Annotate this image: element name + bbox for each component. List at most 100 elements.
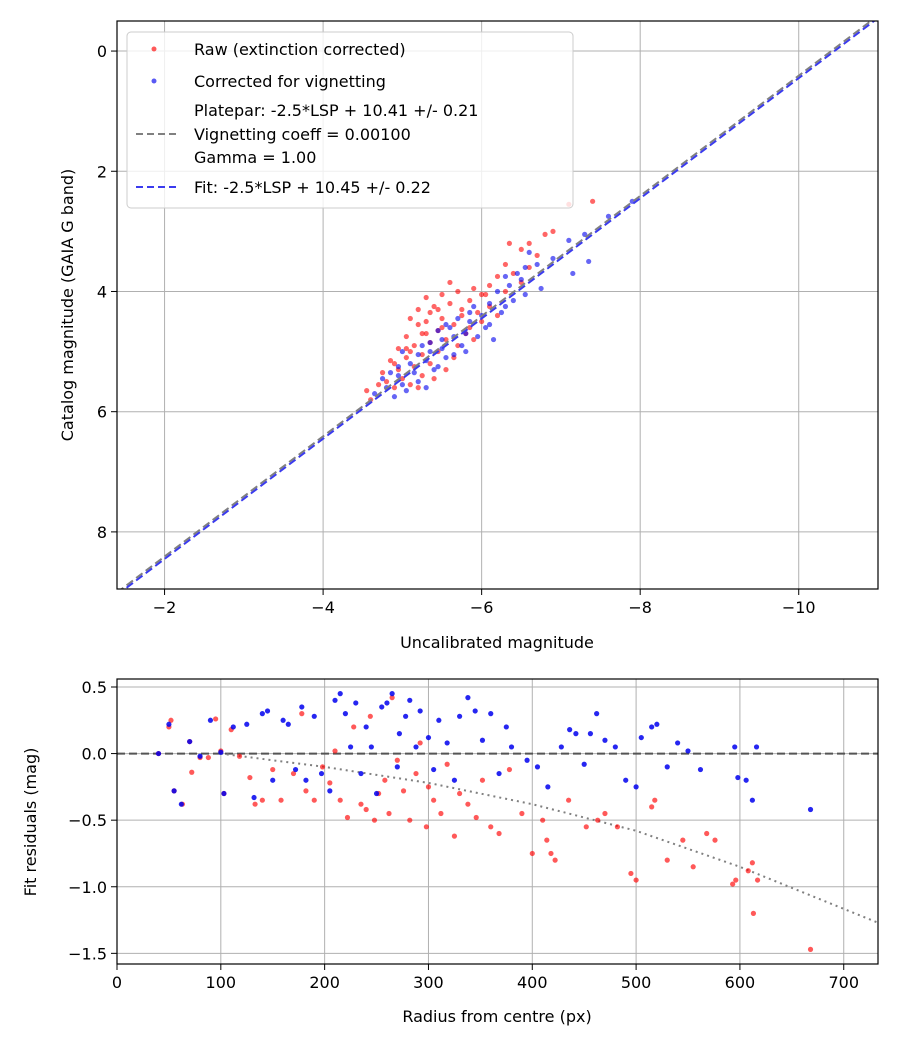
top-y-tick-label: 0 (97, 42, 107, 61)
corrected-residual-point (444, 740, 450, 746)
top-x-tick-label: −2 (153, 598, 177, 617)
corrected-residual-point (197, 753, 203, 759)
legend-platepar-label-2: Vignetting coeff = 0.00100 (194, 125, 411, 144)
top-x-tick-label: −4 (311, 598, 335, 617)
corrected-point (502, 303, 509, 310)
raw-residual-point (807, 946, 814, 952)
corrected-point (443, 321, 449, 328)
raw-point (407, 382, 413, 388)
raw-point (423, 330, 429, 337)
legend-platepar-label-3: Gamma = 1.00 (194, 148, 316, 167)
corrected-point (391, 394, 398, 400)
raw-residual-point (540, 817, 546, 823)
raw-point (435, 306, 441, 313)
corrected-residual-point (318, 770, 325, 777)
raw-point (447, 279, 453, 286)
corrected-point (570, 270, 576, 277)
corrected-residual-point (292, 766, 299, 773)
fit-fit-line (123, 21, 876, 589)
corrected-residual-point (732, 744, 738, 750)
corrected-residual-point (472, 708, 478, 714)
raw-residual-point (451, 833, 458, 839)
corrected-residual-point (623, 777, 629, 783)
raw-residual-point (400, 788, 407, 794)
raw-point (459, 306, 465, 313)
raw-residual-point (425, 784, 432, 790)
bottom-x-tick-label: 400 (517, 973, 548, 992)
corrected-point (387, 370, 394, 376)
corrected-residual-point (368, 744, 374, 750)
raw-point (403, 354, 409, 361)
corrected-point (510, 297, 516, 304)
raw-point (391, 385, 398, 391)
corrected-residual-point (396, 731, 402, 737)
corrected-point (475, 333, 481, 340)
corrected-point (471, 303, 477, 310)
bottom-x-tick-label: 700 (828, 973, 859, 992)
raw-point (391, 361, 398, 367)
corrected-residual-point (155, 750, 162, 757)
bottom-y-tick-label: −1.0 (68, 878, 107, 897)
raw-residual-point (633, 877, 639, 883)
raw-point (399, 376, 405, 382)
raw-residual-point (247, 774, 253, 781)
raw-point (459, 312, 465, 319)
bottom-x-tick-label: 500 (621, 973, 652, 992)
corrected-residual-point (581, 761, 587, 767)
raw-point (395, 345, 402, 352)
corrected-point (443, 354, 449, 361)
corrected-point (395, 373, 402, 379)
raw-point (455, 342, 461, 349)
raw-point (415, 321, 421, 328)
corrected-point (486, 321, 493, 328)
raw-point (411, 342, 417, 349)
corrected-residual-point (457, 713, 463, 719)
raw-residual-point (566, 797, 572, 803)
corrected-residual-point (166, 721, 172, 727)
top-y-axis-label: Catalog magnitude (GAIA G band) (58, 169, 77, 441)
raw-point (375, 382, 382, 388)
raw-residual-point (583, 824, 589, 830)
corrected-residual-point (602, 737, 608, 743)
corrected-residual-point (534, 764, 541, 770)
corrected-residual-point (567, 727, 573, 733)
raw-residual-point (552, 857, 558, 863)
raw-residual-point (529, 850, 535, 857)
top-y-tick-label: 6 (97, 403, 107, 422)
corrected-point (483, 324, 489, 331)
corrected-residual-point (524, 757, 530, 763)
corrected-residual-point (363, 724, 369, 730)
raw-residual-point (213, 716, 219, 722)
corrected-residual-point (270, 777, 276, 783)
corrected-residual-point (697, 766, 704, 773)
raw-point (483, 291, 489, 298)
corrected-residual-point (558, 744, 564, 750)
corrected-residual-point (431, 766, 437, 773)
corrected-residual-point (749, 797, 755, 803)
corrected-residual-point (337, 691, 343, 697)
corrected-residual-point (358, 770, 364, 777)
raw-residual-point (423, 824, 429, 830)
raw-residual-point (473, 814, 479, 821)
raw-residual-point (337, 797, 343, 803)
raw-residual-point (712, 837, 718, 843)
raw-residual-point (363, 806, 369, 813)
raw-point (443, 336, 449, 343)
raw-point (415, 306, 421, 313)
raw-point (447, 300, 453, 307)
raw-residual-point (754, 877, 761, 883)
raw-point (379, 370, 386, 376)
corrected-point (455, 315, 461, 322)
legend-corrected-marker (151, 78, 157, 84)
raw-residual-point (344, 814, 351, 821)
legend-platepar-label-1: Platepar: -2.5*LSP + 10.41 +/- 0.21 (194, 101, 478, 120)
raw-residual-point (680, 837, 686, 843)
corrected-residual-point (633, 784, 639, 790)
vignetting-model-curve (220, 752, 878, 924)
corrected-residual-point (353, 700, 359, 706)
corrected-residual-point (594, 711, 600, 717)
corrected-residual-point (573, 731, 579, 737)
raw-residual-point (431, 797, 437, 803)
corrected-residual-point (403, 713, 409, 719)
raw-residual-point (327, 780, 333, 786)
